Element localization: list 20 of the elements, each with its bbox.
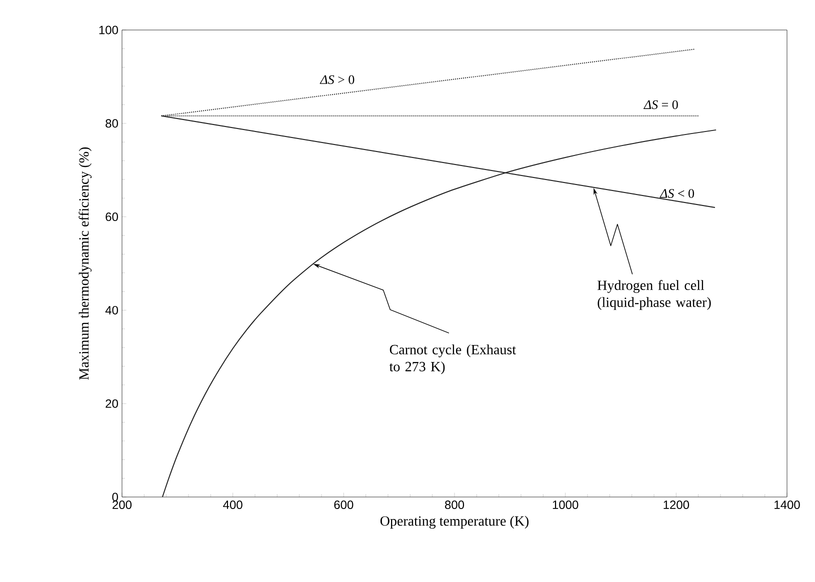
y-tick-label: 60 [106,212,118,222]
x-tick-label: 1000 [552,500,578,510]
x-tick-label: 200 [112,500,132,510]
x-tick-label: 1200 [664,500,690,510]
x-tick-label: 800 [445,500,464,510]
y-axis-title: Maximum thermodynamic efficiency (%) [78,147,92,380]
y-tick-label: 40 [105,306,118,314]
annotation: Carnot cycle (Exhaust to 273 K) [389,344,516,374]
x-tick-label: 400 [223,500,242,510]
y-tick-label: 80 [106,119,118,128]
x-tick-label: 600 [334,500,354,510]
y-tick-label: 20 [106,399,118,408]
series-label: ΔS = 0 [643,100,678,110]
annotation: Hydrogen fuel cell (liquid-phase water) [598,280,711,310]
x-axis-title: Operating temperature (K) [380,516,529,529]
y-tick-label: 100 [99,26,118,34]
series-label: ΔS < 0 [660,189,694,198]
y-tick-label: 0 [112,492,118,502]
series-label: ΔS > 0 [320,75,354,84]
x-tick-label: 1400 [774,500,800,510]
